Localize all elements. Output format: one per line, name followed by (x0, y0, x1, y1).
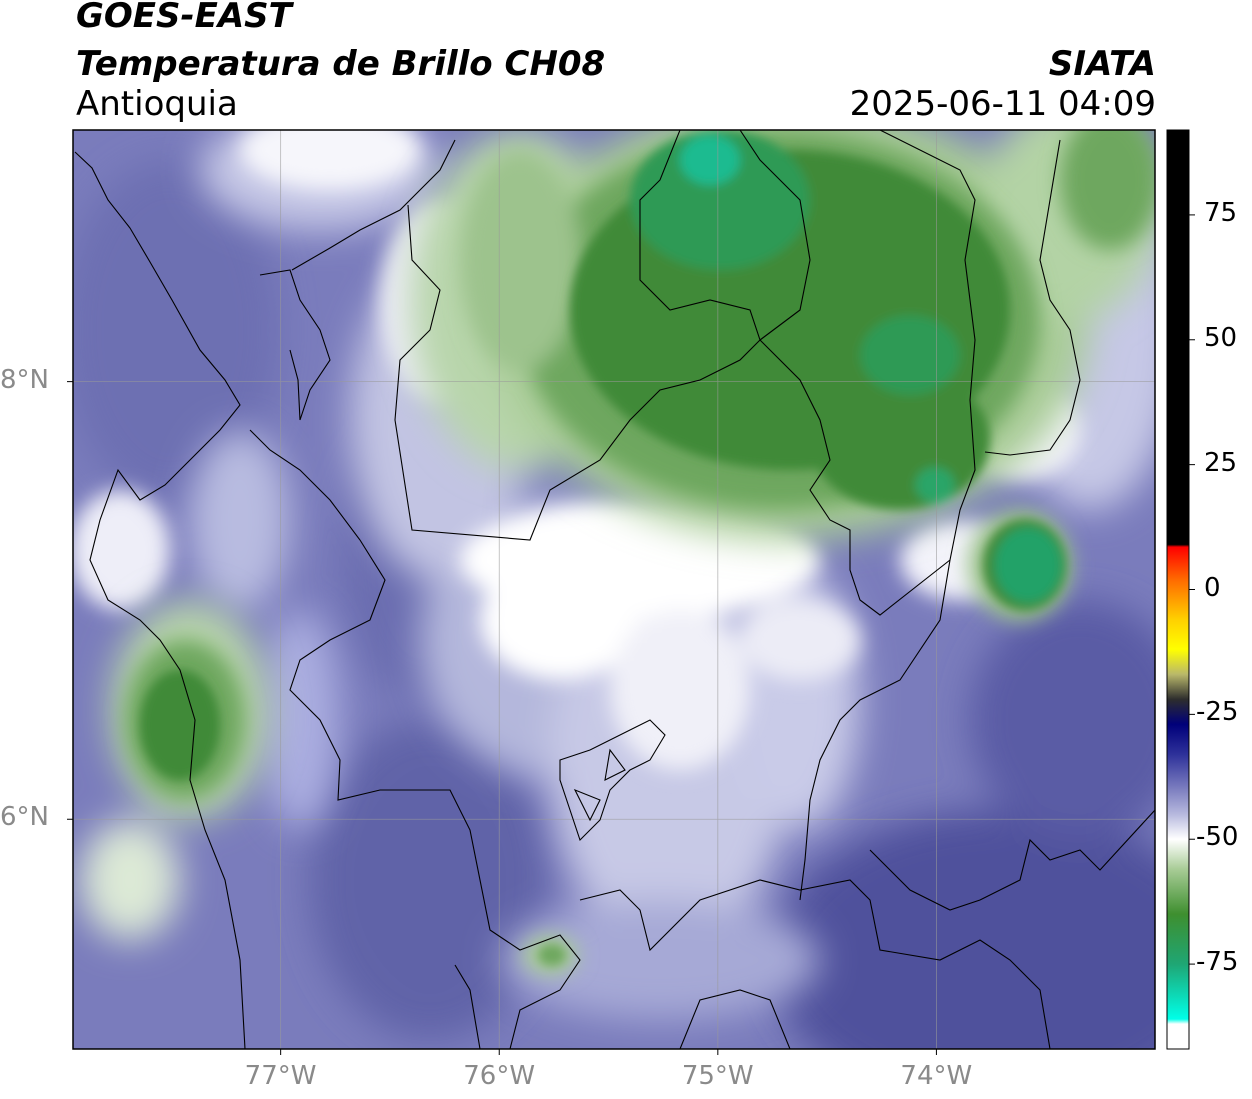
colorbar-tick-label: -75 (1196, 947, 1239, 978)
east-border (799, 130, 976, 901)
cundinamarca-border (679, 989, 791, 1049)
satellite-title: GOES-EAST (76, 0, 292, 36)
antioquia-west-border (249, 429, 581, 1049)
lon-tick-label: 76°W (463, 1061, 536, 1091)
region-title: Antioquia (76, 84, 238, 124)
axis-ticks (67, 381, 937, 1055)
organization-label: SIATA (1048, 44, 1156, 84)
small-municipality-borders (559, 719, 666, 842)
lon-tick-label: 74°W (900, 1061, 973, 1091)
lon-tick-label: 77°W (244, 1061, 317, 1091)
antioquia-north-border (394, 130, 761, 541)
colorbar-tick-label: 75 (1204, 197, 1238, 228)
urabá-gulf-coast (259, 269, 331, 421)
colorbar-tick-label: 0 (1204, 572, 1221, 603)
datetime-label: 2025-06-11 04:09 (849, 84, 1156, 124)
product-title: Temperatura de Brillo CH08 (76, 44, 606, 84)
boyaca-border (869, 809, 1155, 911)
colorbar (1166, 129, 1195, 1050)
graticule (73, 130, 1155, 1049)
santander-border (759, 339, 951, 616)
lat-tick-label: 6°N (0, 802, 49, 833)
colorbar-gradient (1167, 130, 1189, 1049)
pacific-coastline (74, 151, 246, 1049)
colorbar-tick-label: -25 (1196, 697, 1239, 728)
colorbar-tick-label: -50 (1196, 822, 1239, 853)
map-frame (72, 129, 1156, 1050)
bolivar-border (739, 130, 811, 341)
colorbar-tick-label: 50 (1204, 322, 1238, 353)
lat-tick-label: 8°N (0, 364, 49, 395)
colorbar-tick-label: 25 (1204, 447, 1238, 478)
southern-borders (579, 879, 1051, 1049)
venezuela-border (984, 139, 1081, 456)
lon-tick-label: 75°W (681, 1061, 754, 1091)
brightness-temperature-field (73, 130, 1155, 1049)
caldas-border (454, 964, 481, 1049)
caribbean-coast (291, 139, 456, 271)
borders (74, 130, 1155, 1049)
